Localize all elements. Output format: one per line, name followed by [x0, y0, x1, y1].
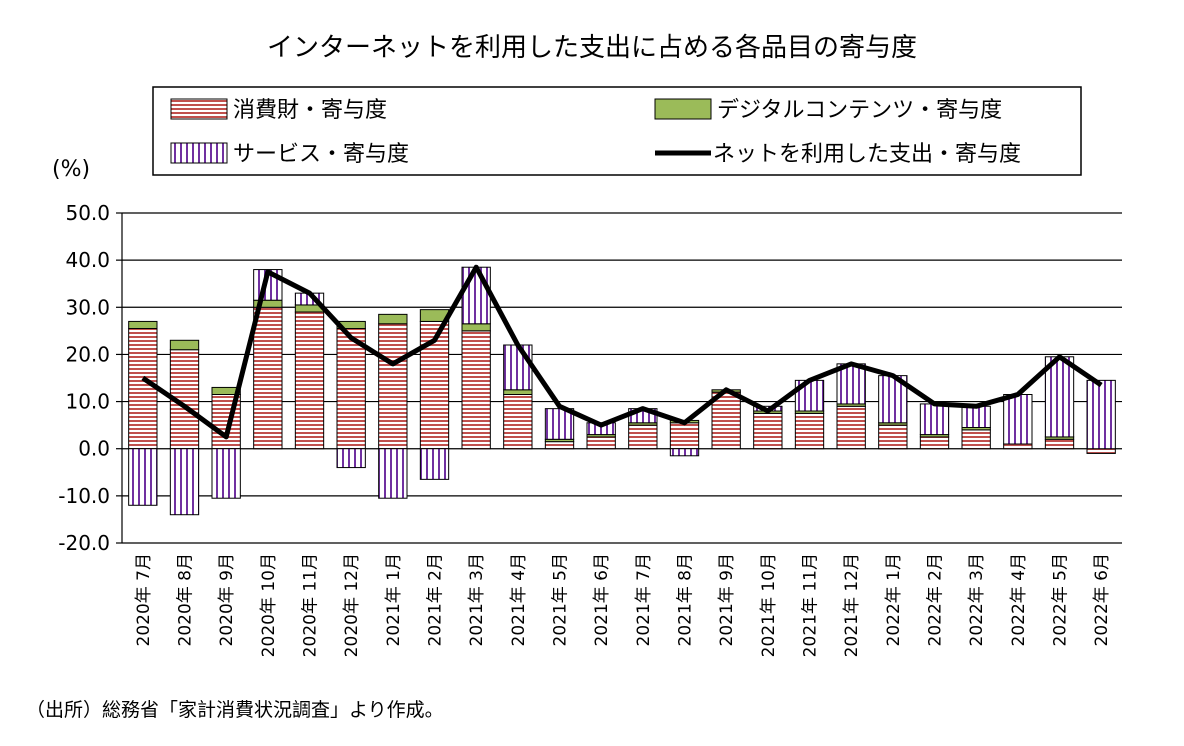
axes: 50.0 40.0 30.0 20.0 10.0 0.0 -10.0 -20.0: [58, 201, 123, 555]
bar-digital: [461, 323, 491, 332]
category-label: 2021年 10月: [759, 553, 779, 657]
bar-goods: [294, 311, 325, 450]
bar-services: [669, 448, 700, 457]
bar-services: [461, 266, 491, 325]
y-tick-label: 30.0: [65, 295, 110, 319]
total-line-path: [141, 264, 1103, 440]
bar-goods: [586, 436, 616, 450]
category-label: 2020年 7月: [134, 553, 154, 646]
bar-goods: [1086, 448, 1116, 454]
category-label: 2020年 12月: [342, 553, 362, 657]
category-label: 2021年 7月: [634, 553, 654, 646]
bar-digital: [378, 313, 408, 325]
bar-services: [169, 448, 200, 516]
category-label: 2022年 1月: [884, 553, 904, 646]
category-label: 2021年 2月: [426, 553, 446, 646]
y-tick-label: -10.0: [58, 484, 110, 508]
category-label: 2020年 9月: [217, 553, 237, 646]
category-label: 2021年 6月: [592, 553, 612, 646]
bar-goods: [711, 391, 741, 450]
bars: [128, 266, 1116, 516]
category-label: 2021年 11月: [801, 553, 821, 657]
legend: 消費財・寄与度 デジタルコンテンツ・寄与度 サービス・寄与度 ネットを利用した支…: [152, 86, 1082, 176]
bar-goods: [878, 424, 908, 450]
bar-services: [503, 344, 533, 391]
category-label: 2021年 9月: [717, 553, 737, 646]
y-tick-label: 0.0: [78, 437, 110, 461]
bar-digital: [169, 339, 200, 351]
category-label: 2022年 6月: [1092, 553, 1112, 646]
bar-goods: [961, 429, 991, 450]
legend-frame: [152, 86, 1082, 176]
bar-services: [128, 448, 158, 506]
category-label: 2020年 10月: [259, 553, 279, 657]
bar-goods: [503, 394, 533, 450]
legend-swatch-digital: [654, 98, 712, 120]
category-label: 2021年 3月: [467, 553, 487, 646]
chart-title: インターネットを利用した支出に占める各品目の寄与度: [267, 33, 917, 63]
bar-goods: [544, 441, 575, 450]
bar-services: [1044, 356, 1075, 438]
legend-swatch-goods: [170, 98, 228, 120]
bar-services: [1086, 379, 1116, 450]
bar-goods: [1044, 438, 1075, 450]
total-line: [141, 264, 1103, 440]
y-tick-label: -20.0: [58, 531, 110, 555]
bar-services: [1003, 394, 1033, 445]
category-label: 2022年 2月: [926, 553, 946, 646]
category-label: 2021年 12月: [842, 553, 862, 657]
y-tick-label: 20.0: [65, 342, 110, 366]
category-label: 2020年 8月: [176, 553, 196, 646]
grid: [122, 212, 1122, 544]
bar-services: [919, 403, 950, 436]
bar-services: [336, 448, 366, 469]
y-tick-label: 50.0: [65, 201, 110, 225]
category-label: 2021年 1月: [384, 553, 404, 646]
y-tick-label: 10.0: [65, 390, 110, 414]
bar-digital: [503, 389, 533, 395]
bar-goods: [794, 412, 825, 450]
bar-services: [836, 363, 866, 405]
source-note: （出所）総務省「家計消費状況調査」より作成。: [26, 699, 444, 721]
bar-goods: [253, 306, 283, 450]
bar-services: [419, 448, 450, 480]
category-label: 2021年 4月: [509, 553, 529, 646]
bar-goods: [753, 412, 783, 450]
y-axis-unit: (%): [52, 157, 90, 182]
bar-goods: [128, 328, 158, 450]
bar-digital: [128, 320, 158, 329]
legend-label-digital: デジタルコンテンツ・寄与度: [717, 98, 1002, 123]
bar-goods: [669, 422, 700, 450]
category-label: 2022年 5月: [1051, 553, 1071, 646]
bar-goods: [378, 323, 408, 450]
category-label: 2022年 4月: [1009, 553, 1029, 646]
legend-label-services: サービス・寄与度: [233, 142, 409, 167]
category-labels: 2020年 7月 2020年 8月 2020年 9月 2020年 10月 2020年 1…: [134, 553, 1112, 657]
category-label: 2020年 11月: [301, 553, 321, 657]
legend-label-total: ネットを利用した支出・寄与度: [713, 142, 1021, 167]
category-label: 2021年 5月: [551, 553, 571, 646]
y-tick-label: 40.0: [65, 248, 110, 272]
bar-goods: [628, 424, 658, 450]
bar-services: [211, 448, 241, 499]
bar-services: [378, 448, 408, 499]
bar-goods: [461, 330, 491, 450]
legend-swatch-services: [170, 142, 228, 164]
bar-goods: [1003, 443, 1033, 450]
category-label: 2022年 3月: [967, 553, 987, 646]
legend-label-goods: 消費財・寄与度: [233, 98, 387, 123]
bar-services: [961, 405, 991, 428]
category-label: 2021年 8月: [676, 553, 696, 646]
bar-goods: [919, 436, 950, 450]
bar-goods: [836, 405, 866, 450]
bar-goods: [336, 328, 366, 450]
